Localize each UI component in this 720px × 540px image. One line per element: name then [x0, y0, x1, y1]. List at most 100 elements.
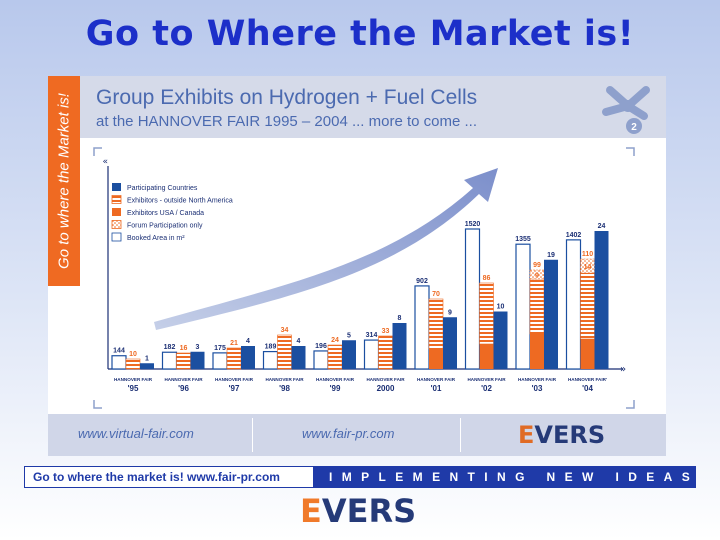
outside-na-bar: [327, 344, 343, 370]
bar-chart: « » Participating Countries Exhibitors - …: [93, 147, 635, 409]
countries-label: 4: [246, 338, 250, 345]
x-label-prefix: HANNOVER FAIR: [366, 377, 405, 382]
bottom-bar-slogan: Go to where the market is! www.fair-pr.c…: [25, 467, 313, 487]
countries-bar: [342, 340, 356, 369]
area-bar: [111, 355, 127, 370]
outside-na-bar: [226, 347, 242, 370]
usa-canada-bar: [429, 349, 443, 369]
forum-label: 14: [584, 264, 592, 271]
bottom-bar: Go to where the market is! www.fair-pr.c…: [24, 466, 696, 488]
evers-bottom-rest: VERS: [321, 492, 417, 530]
exhibitors-label: 33: [382, 328, 390, 335]
area-label: 182: [164, 344, 176, 351]
legend-label: Booked Area in m²: [127, 235, 185, 242]
x-label-prefix: HANNOVER FAIR: [265, 377, 304, 382]
panel-header: [48, 76, 666, 138]
x-label-prefix: HANNOVER FAIR: [114, 377, 153, 382]
exhibitors-label: 99: [533, 262, 541, 269]
exhibitors-label: 86: [483, 275, 491, 282]
outside-na-bar: [580, 272, 595, 340]
usa-canada-bar: [530, 334, 544, 369]
x-axis-labels: HANNOVER FAIR '95 HANNOVER FAIR '96 HANNOVER…: [114, 377, 607, 393]
area-bar: [515, 243, 531, 370]
countries-bar: [241, 346, 255, 369]
countries-label: 9: [448, 309, 452, 316]
corner-brackets: [93, 147, 635, 409]
countries-label: 24: [598, 223, 606, 230]
x-label-prefix: HANNOVER FAIR: [164, 377, 203, 382]
countries-bar: [594, 231, 609, 369]
area-label: 1520: [465, 221, 481, 228]
x-label-prefix: HANNOVER FAIR: [316, 377, 355, 382]
area-bar: [414, 285, 430, 370]
x-label-prefix: HANNOVER FAIR: [518, 377, 557, 382]
fair-pr-link[interactable]: www.fair-pr.com: [302, 426, 395, 441]
exhibitors-label: 16: [180, 345, 188, 352]
usa-canada-bar: [580, 339, 595, 369]
chart-title: Group Exhibits on Hydrogen + Fuel Cells: [96, 86, 478, 109]
exhibitors-label: 34: [281, 327, 289, 334]
evers-bottom-stripe: E: [300, 492, 322, 530]
page-headline: Go to Where the Market is!: [85, 14, 635, 54]
countries-label: 4: [297, 338, 301, 345]
legend-label: Forum Participation only: [127, 223, 203, 230]
forum-label: 9: [535, 273, 539, 280]
area-bar: [262, 350, 279, 370]
area-bar: [212, 352, 228, 370]
slide-panel: Go to where the Market is! Group Exhibit…: [48, 76, 666, 456]
x-label-year: '98: [279, 384, 290, 393]
chart-bars: 144 10 1 182 16 3 175 21 4 189 34 4 196 24 5 314 33 8 902 7…: [111, 221, 609, 370]
bottom-bar-tagline: IMPLEMENTING NEW IDEAS: [329, 470, 700, 484]
usa-canada-bar: [479, 344, 494, 369]
chart-legend: Participating Countries Exhibitors - outs…: [111, 183, 233, 242]
x-axis-arrow-icon: »: [620, 364, 626, 375]
x-label-year: '03: [532, 384, 543, 393]
countries-bar: [190, 351, 205, 369]
legend-label: Exhibitors - outside North America: [127, 198, 233, 205]
area-label: 175: [214, 345, 226, 352]
countries-label: 5: [347, 332, 351, 339]
area-bar: [363, 339, 380, 370]
y-axis-arrow-icon: «: [103, 157, 109, 167]
legend-swatch: [111, 232, 122, 242]
side-tab: Go to where the Market is!: [48, 76, 80, 286]
area-label: 1355: [515, 236, 531, 243]
evers-logo-rest: VERS: [534, 421, 606, 449]
outside-na-bar: [479, 282, 494, 345]
evers-bottom-logo: EVERS: [300, 492, 416, 530]
x-label-year: '97: [229, 384, 240, 393]
x-label-year: '96: [178, 384, 189, 393]
countries-bar: [443, 317, 457, 369]
x-label-year: '04: [582, 384, 593, 393]
outside-na-bar: [125, 358, 141, 370]
area-bar: [161, 351, 178, 370]
legend-swatch: [112, 208, 121, 216]
x-label-year: '02: [481, 384, 492, 393]
footer-divider: [460, 418, 461, 452]
area-bar: [565, 239, 582, 370]
area-bar: [464, 228, 481, 370]
outside-na-bar: [428, 298, 444, 350]
countries-bar: [291, 346, 306, 369]
x-label-year: '95: [128, 384, 139, 393]
chart-subtitle: at the HANNOVER FAIR 1995 – 2004 ... mor…: [96, 113, 478, 130]
side-tab-text: Go to where the Market is!: [55, 93, 73, 269]
legend-swatch: [111, 195, 122, 204]
x-label-prefix: HANNOVER FAIR: [215, 377, 254, 382]
area-label: 314: [366, 332, 378, 339]
footer-band: www.virtual-fair.com www.fair-pr.com EVE…: [48, 414, 666, 456]
footer-divider: [252, 418, 253, 452]
legend-swatch: [112, 183, 121, 191]
countries-bar: [140, 363, 154, 369]
area-label: 196: [315, 343, 327, 350]
exhibitors-label: 70: [432, 291, 440, 298]
exhibitors-label: 110: [582, 251, 593, 258]
legend-swatch: [111, 220, 122, 229]
molecule-logo-icon: 2: [602, 86, 650, 134]
countries-bar: [493, 311, 508, 369]
x-label-year: '99: [330, 384, 341, 393]
outside-na-bar: [378, 335, 393, 370]
virtual-fair-link[interactable]: www.virtual-fair.com: [78, 426, 194, 441]
area-label: 902: [416, 278, 428, 285]
outside-na-bar: [529, 278, 545, 335]
